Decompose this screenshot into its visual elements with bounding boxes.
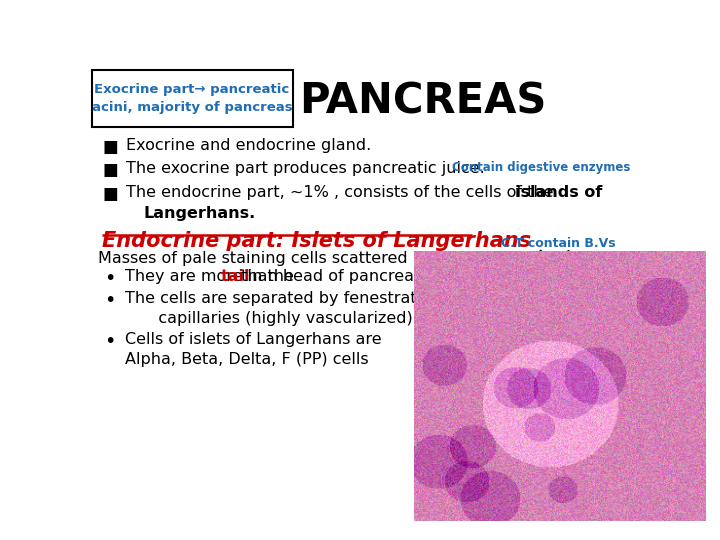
- Text: islands of: islands of: [516, 185, 603, 200]
- Text: •: •: [104, 269, 115, 288]
- Text: ■: ■: [102, 138, 118, 156]
- FancyBboxPatch shape: [91, 70, 292, 127]
- Text: The exocrine part produces pancreatic juice.: The exocrine part produces pancreatic ju…: [126, 161, 490, 176]
- Text: Exocrine and endocrine gland.: Exocrine and endocrine gland.: [126, 138, 372, 153]
- Text: C.T contain B.Vs: C.T contain B.Vs: [501, 238, 616, 251]
- Text: •: •: [104, 292, 115, 310]
- Text: Exocrine part→ pancreatic
acini, majority of pancreas: Exocrine part→ pancreatic acini, majorit…: [92, 83, 292, 114]
- Text: •: •: [104, 332, 115, 351]
- Text: Alpha, Beta, Delta, F (PP) cells: Alpha, Beta, Delta, F (PP) cells: [125, 352, 368, 367]
- Text: The cells are separated by fenestrated: The cells are separated by fenestrated: [125, 292, 436, 306]
- Text: Endocrine part: Islets of Langerhans: Endocrine part: Islets of Langerhans: [102, 231, 531, 251]
- Text: Contain digestive enzymes: Contain digestive enzymes: [451, 161, 630, 174]
- Text: Masses of pale staining cells scattered between the pancreatic acini: Masses of pale staining cells scattered …: [99, 251, 647, 266]
- Text: ■: ■: [102, 161, 118, 179]
- Text: They are more in the: They are more in the: [125, 269, 299, 285]
- Text: The endocrine part, ~1% , consists of the cells of the: The endocrine part, ~1% , consists of th…: [126, 185, 559, 200]
- Text: Cells of islets of Langerhans are: Cells of islets of Langerhans are: [125, 332, 381, 347]
- Text: than head of pancreas: than head of pancreas: [236, 269, 423, 285]
- Text: capillaries (highly vascularized): capillaries (highly vascularized): [143, 311, 413, 326]
- Text: PANCREAS: PANCREAS: [300, 80, 546, 123]
- Text: tail: tail: [220, 269, 250, 285]
- Text: Langerhans.: Langerhans.: [143, 206, 256, 221]
- Text: ■: ■: [102, 185, 118, 204]
